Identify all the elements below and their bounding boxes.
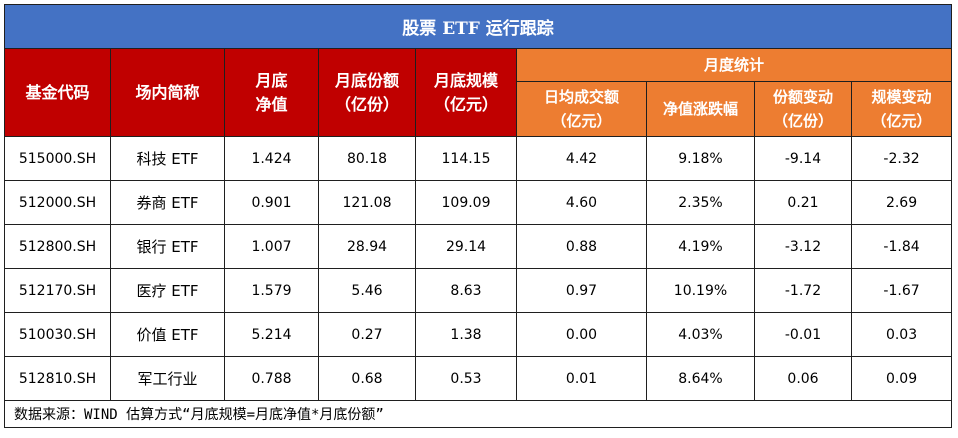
header-scale-change-line1: 规模变动	[871, 88, 932, 106]
cell-turnover: 0.00	[516, 312, 647, 357]
cell-turnover: 4.60	[516, 180, 647, 225]
etf-tracking-table: 股票 ETF 运行跟踪 基金代码 场内简称 月底 净值 月底份额 （亿份） 月底…	[3, 4, 953, 428]
etf-tracking-table-container: 股票 ETF 运行跟踪 基金代码 场内简称 月底 净值 月底份额 （亿份） 月底…	[3, 4, 953, 428]
cell-turnover: 4.42	[516, 136, 647, 181]
cell-share-change: -3.12	[754, 224, 852, 269]
cell-scale-change: 2.69	[850, 180, 953, 225]
table-row: 512170.SH 医疗 ETF 1.579 5.46 8.63 0.97 10…	[4, 268, 953, 313]
header-avg-turnover: 日均成交额 （亿元）	[516, 81, 647, 137]
table-row: 510030.SH 价值 ETF 5.214 0.27 1.38 0.00 4.…	[4, 312, 953, 357]
header-share-change-line2: （亿份）	[772, 112, 833, 130]
header-monthly-group: 月度统计	[515, 48, 953, 82]
header-share-change-line1: 份额变动	[772, 88, 833, 106]
cell-shares: 80.18	[318, 136, 416, 181]
cell-nav-change: 4.03%	[646, 312, 755, 357]
cell-code: 515000.SH	[4, 136, 111, 181]
cell-scale-change: -2.32	[850, 136, 953, 181]
cell-name: 券商 ETF	[110, 180, 225, 225]
cell-shares: 5.46	[318, 268, 416, 313]
cell-code: 512000.SH	[4, 180, 111, 225]
cell-turnover: 0.01	[516, 356, 647, 401]
cell-code: 512170.SH	[4, 268, 111, 313]
cell-scale: 109.09	[415, 180, 517, 225]
cell-share-change: -9.14	[754, 136, 852, 181]
header-scale-line1: 月底规模	[433, 70, 498, 90]
cell-scale-change: -1.84	[850, 224, 953, 269]
cell-shares: 121.08	[318, 180, 416, 225]
header-nav-change: 净值涨跌幅	[646, 81, 755, 137]
header-scale-line2: （亿元）	[433, 94, 498, 114]
header-share-change: 份额变动 （亿份）	[754, 81, 852, 137]
header-nav-line2: 净值	[255, 94, 288, 114]
cell-scale: 1.38	[415, 312, 517, 357]
cell-scale-change: -1.67	[850, 268, 953, 313]
table-row: 512800.SH 银行 ETF 1.007 28.94 29.14 0.88 …	[4, 224, 953, 269]
cell-scale: 114.15	[415, 136, 517, 181]
cell-nav: 5.214	[224, 312, 319, 357]
cell-nav-change: 4.19%	[646, 224, 755, 269]
header-avg-turnover-line1: 日均成交额	[543, 88, 619, 106]
header-scale-change: 规模变动 （亿元）	[850, 81, 953, 137]
cell-share-change: 0.21	[754, 180, 852, 225]
cell-shares: 0.27	[318, 312, 416, 357]
cell-name: 医疗 ETF	[110, 268, 225, 313]
cell-nav-change: 10.19%	[646, 268, 755, 313]
header-fund-code: 基金代码	[4, 48, 111, 137]
cell-scale-change: 0.09	[850, 356, 953, 401]
cell-nav: 0.788	[224, 356, 319, 401]
table-title: 股票 ETF 运行跟踪	[3, 4, 953, 49]
header-scale: 月底规模 （亿元）	[415, 48, 517, 137]
cell-scale: 29.14	[415, 224, 517, 269]
source-note: 数据来源：WIND 估算方式“月底规模=月底净值*月底份额”	[3, 400, 953, 428]
cell-nav-change: 9.18%	[646, 136, 755, 181]
cell-nav: 1.007	[224, 224, 319, 269]
header-avg-turnover-line2: （亿元）	[551, 112, 612, 130]
cell-name: 银行 ETF	[110, 224, 225, 269]
cell-share-change: -1.72	[754, 268, 852, 313]
header-scale-change-line2: （亿元）	[871, 112, 932, 130]
header-nav: 月底 净值	[224, 48, 319, 137]
header-shares-line1: 月底份额	[334, 70, 399, 90]
table-row: 512810.SH 军工行业 0.788 0.68 0.53 0.01 8.64…	[4, 356, 953, 401]
header-shares-line2: （亿份）	[334, 94, 399, 114]
cell-code: 512810.SH	[4, 356, 111, 401]
table-row: 515000.SH 科技 ETF 1.424 80.18 114.15 4.42…	[4, 136, 953, 181]
cell-scale: 8.63	[415, 268, 517, 313]
header-nav-line1: 月底	[255, 70, 288, 90]
cell-code: 510030.SH	[4, 312, 111, 357]
cell-scale-change: 0.03	[850, 312, 953, 357]
cell-turnover: 0.88	[516, 224, 647, 269]
cell-nav-change: 2.35%	[646, 180, 755, 225]
cell-turnover: 0.97	[516, 268, 647, 313]
cell-nav: 1.579	[224, 268, 319, 313]
header-short-name: 场内简称	[110, 48, 225, 137]
cell-scale: 0.53	[415, 356, 517, 401]
cell-share-change: -0.01	[754, 312, 852, 357]
cell-nav-change: 8.64%	[646, 356, 755, 401]
header-shares: 月底份额 （亿份）	[318, 48, 416, 137]
cell-nav: 1.424	[224, 136, 319, 181]
cell-name: 军工行业	[110, 356, 225, 401]
table-row: 512000.SH 券商 ETF 0.901 121.08 109.09 4.6…	[4, 180, 953, 225]
cell-share-change: 0.06	[754, 356, 852, 401]
cell-shares: 28.94	[318, 224, 416, 269]
cell-nav: 0.901	[224, 180, 319, 225]
cell-code: 512800.SH	[4, 224, 111, 269]
cell-name: 价值 ETF	[110, 312, 225, 357]
cell-name: 科技 ETF	[110, 136, 225, 181]
cell-shares: 0.68	[318, 356, 416, 401]
